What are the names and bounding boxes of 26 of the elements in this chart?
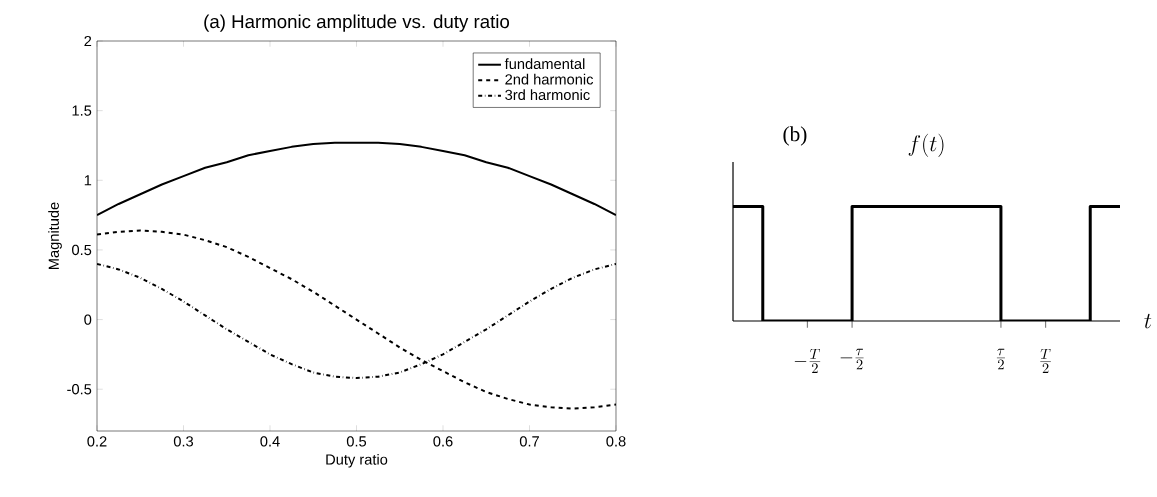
y-tick-label: 0.5 (72, 244, 92, 256)
chart-title: (a) Harmonic amplitude vs. duty ratio (204, 14, 510, 32)
legend-label: 2nd harmonic (505, 73, 594, 85)
chart-title: (b) (783, 126, 807, 146)
x-tick-label: 0.4 (260, 436, 280, 447)
x-tick-label: 0.8 (606, 436, 626, 447)
x-tick-label: $\frac{T}{2}$ (1040, 348, 1051, 373)
y-tick-label: 1.5 (72, 105, 92, 116)
legend-label: 3rd harmonic (505, 89, 590, 101)
x-tick-label: 0.3 (173, 436, 194, 447)
x-tick-label: $-\frac{T}{2}$ (794, 348, 821, 373)
y-axis-title: $f(t)$ (908, 133, 944, 157)
x-tick-label: 0.7 (519, 436, 539, 447)
x-axis-title: Duty ratio (326, 453, 388, 468)
y-tick-label: -0.5 (67, 384, 92, 395)
y-tick-label: 1 (84, 175, 92, 186)
x-tick-label: 0.2 (87, 436, 107, 447)
x-axis-title: $t$ (1144, 313, 1152, 329)
x-tick-label: $\frac{\tau}{2}$ (996, 348, 1005, 370)
y-tick-label: 0 (84, 314, 92, 325)
y-axis-title: Magnitude (48, 202, 62, 270)
legend-label: fundamental (504, 58, 585, 70)
y-tick-label: 2 (84, 35, 92, 47)
x-tick-label: $-\frac{\tau}{2}$ (840, 348, 864, 370)
x-tick-label: 0.6 (433, 436, 453, 447)
x-tick-label: 0.5 (346, 436, 367, 447)
